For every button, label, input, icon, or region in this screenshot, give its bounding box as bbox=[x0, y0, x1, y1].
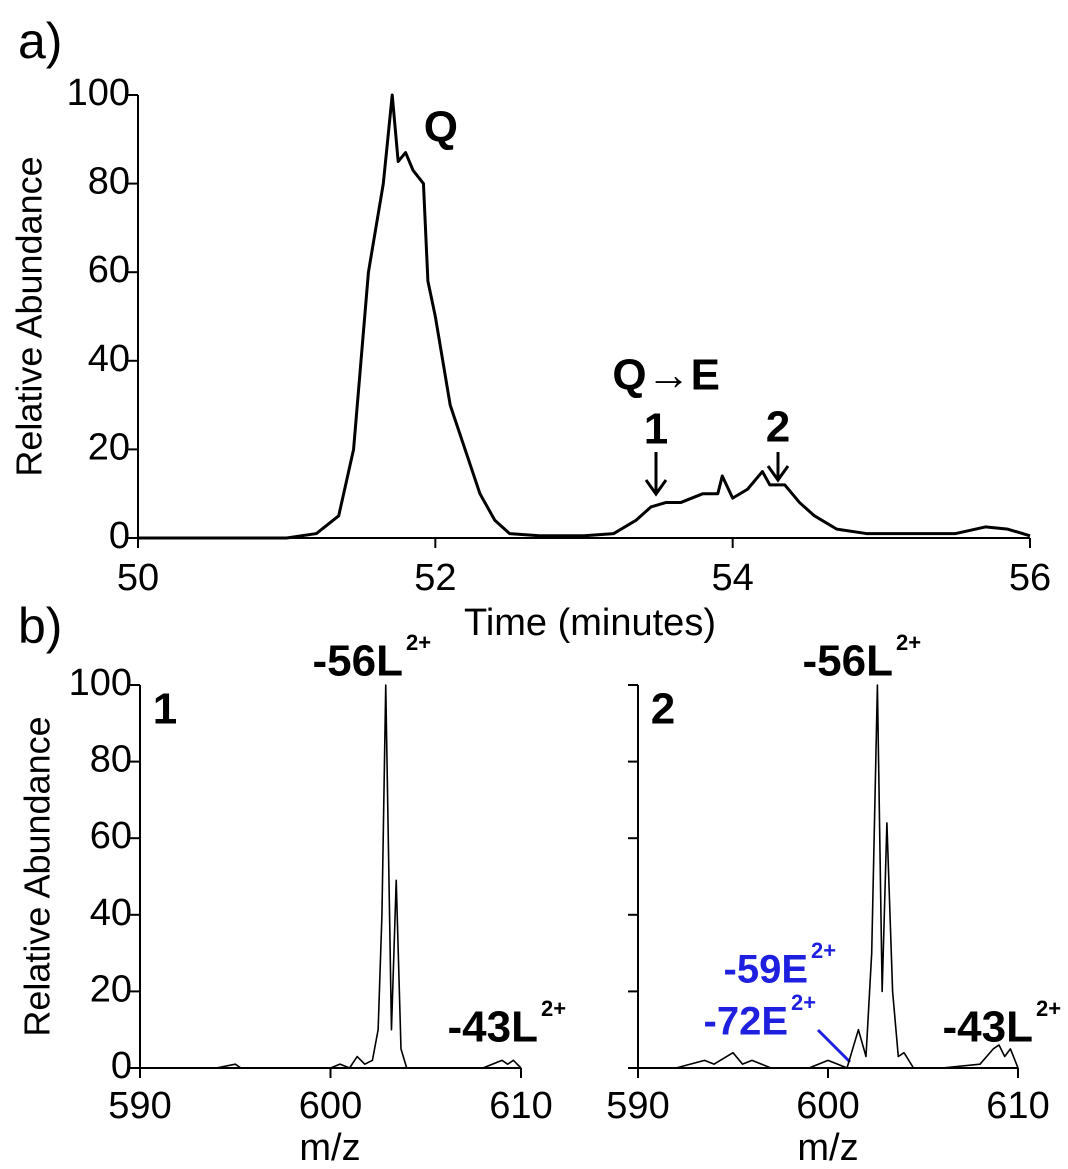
x-axis-label: m/z bbox=[797, 1127, 858, 1169]
x-tick-label: 50 bbox=[117, 557, 159, 599]
arrows bbox=[644, 452, 790, 497]
x-tick-label: 610 bbox=[986, 1085, 1049, 1127]
annotation-superscript: 2+ bbox=[896, 630, 921, 655]
y-axis-label: Relative Abundance bbox=[9, 156, 50, 476]
x-tick-label: 56 bbox=[1009, 557, 1051, 599]
annotation: -72E bbox=[704, 1000, 789, 1044]
arrow-head bbox=[766, 465, 790, 483]
data-line bbox=[638, 684, 1019, 1069]
data-line bbox=[140, 684, 522, 1069]
annotation-superscript: 2+ bbox=[791, 990, 816, 1015]
panel-label: a) bbox=[18, 13, 62, 69]
annotation: 1 bbox=[644, 405, 668, 454]
y-tick-label: 20 bbox=[90, 968, 132, 1010]
x-tick-label: 600 bbox=[796, 1085, 859, 1127]
x-axis-label: Time (minutes) bbox=[464, 602, 716, 644]
y-tick-label: 40 bbox=[88, 338, 130, 380]
y-axis-label: Relative Abundance bbox=[17, 716, 58, 1036]
x-tick-label: 590 bbox=[606, 1085, 669, 1127]
y-tick-label: 80 bbox=[88, 161, 130, 203]
y-tick-label: 40 bbox=[90, 892, 132, 934]
y-tick-label: 60 bbox=[90, 815, 132, 857]
annotation: -43L bbox=[943, 1003, 1033, 1052]
x-tick-label: 54 bbox=[712, 557, 754, 599]
annotation: 1 bbox=[153, 685, 177, 734]
annotation: 2 bbox=[651, 685, 675, 734]
annotation: -43L bbox=[448, 1003, 538, 1052]
annotation-superscript: 2+ bbox=[1036, 996, 1061, 1021]
annotation: -59E bbox=[724, 948, 809, 992]
annotation: -56L bbox=[313, 637, 403, 686]
annotation: 2 bbox=[766, 403, 790, 452]
y-tick-label: 100 bbox=[67, 72, 130, 114]
x-tick-label: 600 bbox=[299, 1085, 362, 1127]
annotation: Q→E bbox=[612, 351, 720, 400]
y-tick-label: 80 bbox=[90, 739, 132, 781]
data-line bbox=[138, 93, 1031, 540]
y-tick-label: 20 bbox=[88, 426, 130, 468]
annotation-superscript: 2+ bbox=[406, 630, 431, 655]
y-tick-label: 100 bbox=[69, 662, 132, 704]
annotation-superscript: 2+ bbox=[811, 938, 836, 963]
y-tick-label: 60 bbox=[88, 249, 130, 291]
arrow-head bbox=[644, 479, 668, 497]
x-tick-label: 610 bbox=[489, 1085, 552, 1127]
panel-label: b) bbox=[18, 598, 62, 654]
y-tick-label: 0 bbox=[109, 515, 130, 557]
annotation: -56L bbox=[803, 637, 893, 686]
leader-line bbox=[816, 1028, 852, 1064]
annotation: Q bbox=[424, 103, 458, 152]
x-tick-label: 590 bbox=[108, 1085, 171, 1127]
x-axis-label: m/z bbox=[299, 1127, 360, 1169]
y-tick-label: 0 bbox=[111, 1045, 132, 1087]
x-tick-label: 52 bbox=[414, 557, 456, 599]
annotation-superscript: 2+ bbox=[541, 996, 566, 1021]
